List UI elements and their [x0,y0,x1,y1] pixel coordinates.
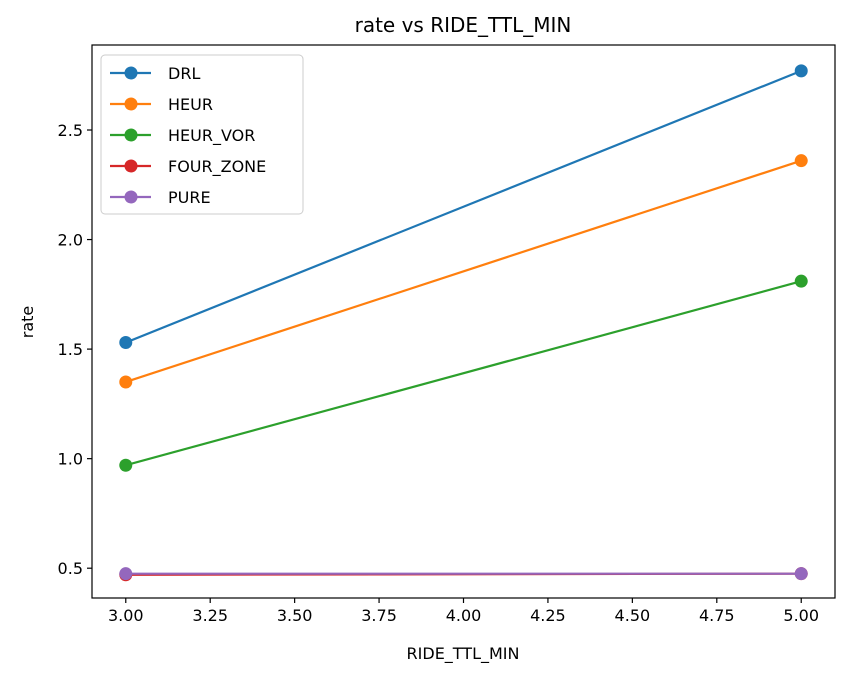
x-tick-label: 5.00 [783,606,819,625]
y-axis-label: rate [18,306,37,339]
x-tick-label: 3.75 [361,606,397,625]
y-tick-label: 1.0 [58,450,83,469]
x-tick-label: 4.50 [615,606,651,625]
legend-label: HEUR_VOR [168,126,255,146]
x-tick-label: 4.75 [699,606,735,625]
chart-title: rate vs RIDE_TTL_MIN [355,13,572,37]
x-tick-label: 4.25 [530,606,566,625]
plot-area: 3.00 3.25 3.50 3.75 4.00 4.25 4.50 4.75 5.00 0.5 1… [58,44,836,625]
x-tick-label: 4.00 [446,606,482,625]
x-axis-label: RIDE_TTL_MIN [407,644,520,664]
y-tick-label: 2.0 [58,231,83,250]
legend-marker [124,97,138,111]
data-point [794,274,808,288]
legend-label: HEUR [168,95,213,114]
x-tick-label: 3.25 [192,606,228,625]
legend-marker [124,66,138,80]
data-point [794,567,808,581]
data-point [119,458,133,472]
series-line-drl [125,69,802,344]
axes-frame [91,44,836,599]
data-point [119,567,133,581]
data-point [119,336,133,350]
series-line-heur-vor [125,280,802,467]
legend-box [100,54,304,215]
legend-label: FOUR_ZONE [168,157,266,177]
x-tick-label: 3.50 [277,606,313,625]
data-point [794,64,808,78]
legend-marker [124,190,138,204]
x-tick-label: 3.00 [108,606,144,625]
legend-label: DRL [168,64,200,83]
legend-marker [124,128,138,142]
y-tick-label: 2.5 [58,121,83,140]
y-tick-label: 0.5 [58,559,83,578]
series-line-heur [125,159,802,384]
legend-label: PURE [168,188,211,207]
data-point [119,375,133,389]
y-tick-label: 1.5 [58,340,83,359]
legend-marker [124,159,138,173]
data-point [794,154,808,168]
legend: DRL HEUR HEUR_VOR FOUR_ZONE PURE [100,54,304,215]
